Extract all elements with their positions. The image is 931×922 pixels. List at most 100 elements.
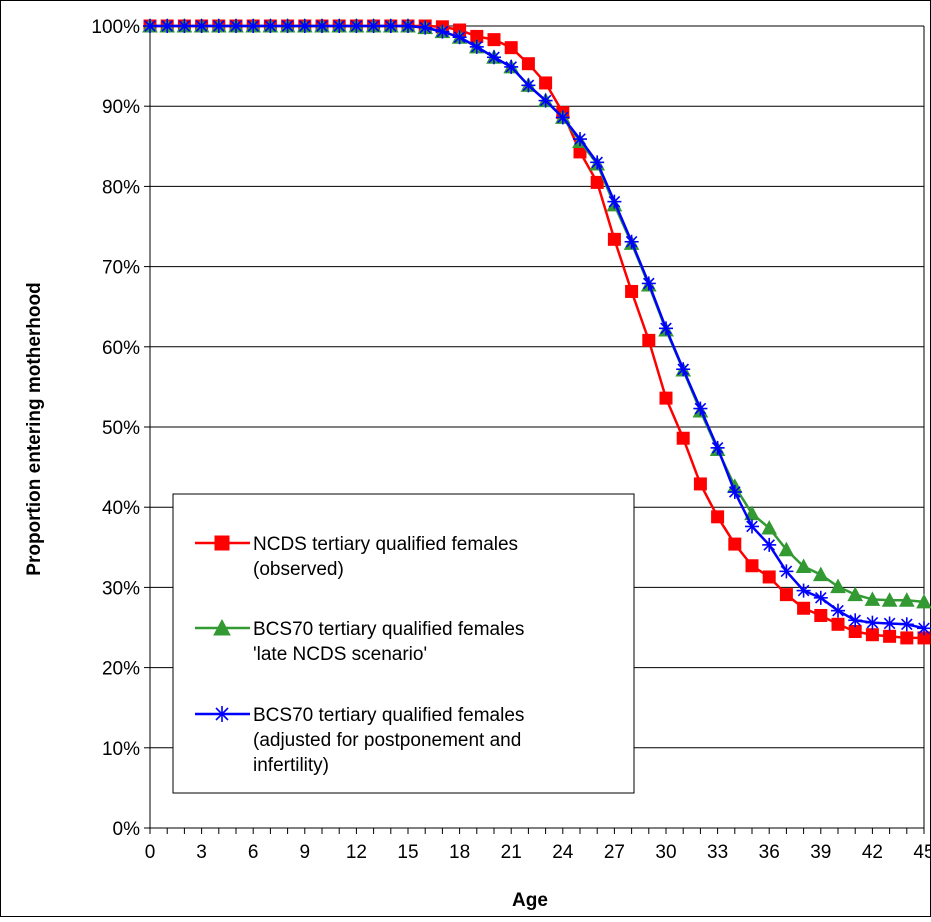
x-tick-label: 27 [604, 842, 625, 863]
y-tick-label: 0% [113, 819, 141, 840]
marker-asterisk [332, 19, 347, 33]
marker-asterisk [848, 613, 863, 628]
x-tick-label: 39 [810, 842, 831, 863]
marker-square [728, 537, 742, 551]
marker-triangle [847, 586, 864, 602]
legend-label: (adjusted for postponement and [253, 730, 521, 751]
marker-asterisk [659, 321, 673, 336]
marker-asterisk [315, 19, 329, 33]
marker-asterisk [504, 59, 519, 74]
y-tick-label: 50% [102, 418, 140, 439]
marker-square [539, 76, 553, 90]
marker-asterisk [641, 276, 656, 291]
marker-asterisk [214, 706, 230, 722]
marker-asterisk [383, 19, 398, 33]
y-tick-label: 60% [102, 338, 140, 359]
marker-square [831, 617, 845, 631]
marker-triangle [761, 519, 778, 535]
marker-asterisk [469, 39, 484, 54]
marker-triangle [898, 592, 915, 607]
marker-asterisk [177, 19, 192, 33]
marker-asterisk [211, 19, 226, 33]
legend: NCDS tertiary qualified females (observed… [172, 493, 635, 794]
marker-asterisk [727, 484, 742, 499]
x-tick-label: 9 [300, 842, 311, 863]
marker-asterisk [401, 19, 415, 33]
legend-label: BCS70 tertiary qualified females [253, 619, 524, 640]
marker-asterisk [160, 19, 175, 33]
marker-asterisk [521, 78, 536, 93]
marker-triangle [864, 591, 881, 606]
marker-asterisk [418, 20, 433, 35]
marker-square [504, 41, 518, 55]
marker-square [814, 608, 828, 622]
x-tick-label: 12 [346, 842, 367, 863]
x-tick-label: 18 [449, 842, 470, 863]
marker-asterisk [676, 362, 691, 377]
marker-square [625, 284, 639, 298]
x-tick-label: 6 [248, 842, 259, 863]
marker-square [521, 57, 535, 71]
marker-triangle [812, 566, 829, 582]
marker-asterisk [813, 590, 828, 605]
marker-asterisk [349, 19, 364, 33]
marker-square [865, 628, 879, 642]
series-3 [143, 19, 931, 636]
x-tick-label: 3 [196, 842, 207, 863]
marker-asterisk [831, 603, 845, 618]
marker-asterisk [263, 19, 278, 33]
marker-square [883, 629, 897, 643]
marker-asterisk [590, 155, 605, 170]
legend-label: 'late NCDS scenario' [253, 644, 427, 665]
x-axis-title: Age [512, 890, 548, 911]
y-tick-label: 30% [102, 578, 140, 599]
y-tick-label: 70% [102, 258, 140, 279]
marker-square [762, 570, 776, 584]
marker-square [487, 33, 501, 47]
marker-square [745, 559, 759, 573]
marker-square [779, 588, 793, 602]
marker-asterisk [246, 19, 261, 33]
legend-entry-2: BCS70 tertiary qualified females 'late NC… [195, 618, 524, 665]
x-tick-label: 42 [862, 842, 883, 863]
series [142, 17, 931, 645]
legend-label: BCS70 tertiary qualified females [253, 705, 524, 726]
y-tick-label: 80% [102, 177, 140, 198]
x-tick-label: 36 [759, 842, 780, 863]
marker-asterisk [229, 19, 243, 33]
marker-square [676, 431, 690, 445]
marker-asterisk [487, 50, 501, 65]
marker-asterisk [745, 519, 759, 534]
marker-triangle [795, 558, 812, 574]
marker-asterisk [366, 19, 381, 33]
legend-label: (observed) [253, 559, 344, 580]
marker-square [607, 232, 621, 246]
marker-asterisk [280, 19, 295, 33]
marker-asterisk [796, 583, 811, 598]
series-line [150, 24, 925, 630]
marker-triangle [830, 578, 846, 594]
marker-asterisk [882, 616, 897, 631]
marker-asterisk [779, 564, 794, 579]
marker-square [659, 391, 673, 405]
marker-asterisk [917, 621, 931, 636]
y-tick-label: 20% [102, 659, 140, 680]
marker-asterisk [143, 19, 157, 33]
marker-square [590, 175, 604, 189]
x-tick-label: 0 [145, 842, 156, 863]
x-tick-label: 21 [501, 842, 522, 863]
legend-entry-3: BCS70 tertiary qualified females (adjuste… [195, 705, 524, 776]
marker-asterisk [899, 617, 914, 632]
marker-asterisk [573, 132, 587, 147]
marker-asterisk [538, 93, 553, 108]
marker-square [900, 631, 914, 645]
marker-square [797, 601, 811, 615]
x-tick-label: 24 [552, 842, 574, 863]
marker-triangle [778, 541, 795, 557]
y-tick-label: 100% [91, 17, 140, 38]
y-tick-label: 90% [102, 97, 140, 118]
y-axis-title: Proportion entering motherhood [24, 282, 45, 575]
marker-asterisk [607, 194, 622, 209]
